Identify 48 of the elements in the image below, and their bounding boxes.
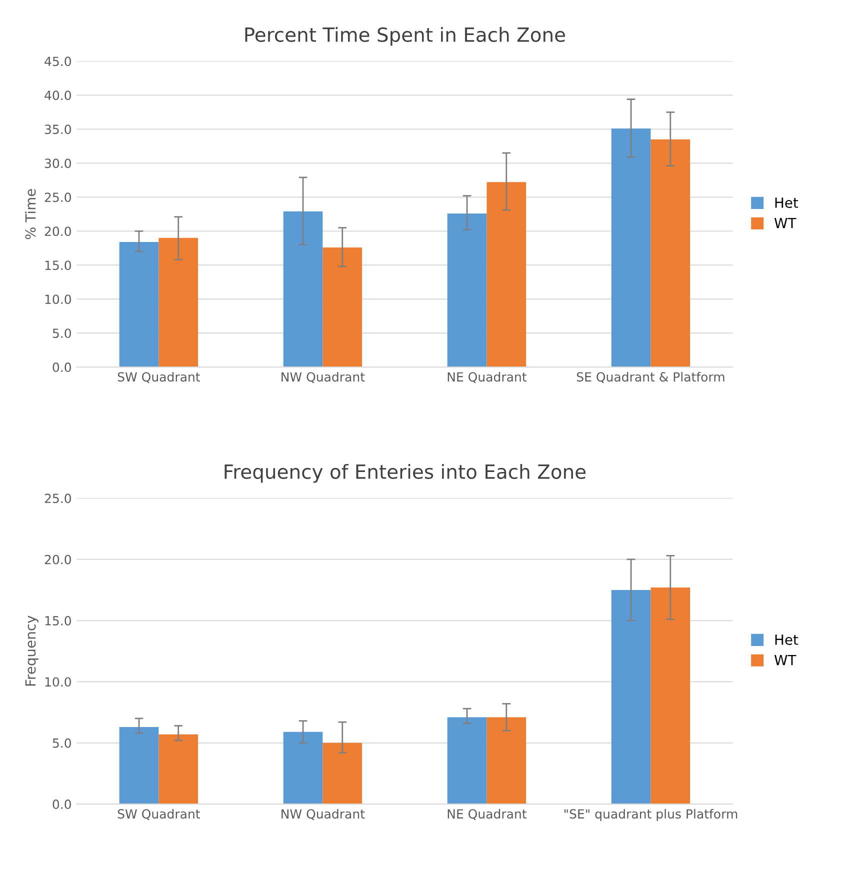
y-tick-label: 45.0 [44,56,71,66]
chart-title: Percent Time Spent in Each Zone [245,26,565,46]
y-tick-label: 20.0 [44,226,71,236]
bar [283,732,323,804]
y-tick-label: 15.0 [45,260,71,270]
bar [158,238,198,368]
y-tick-label: 0.0 [52,362,71,372]
y-axis-title: % Time [24,189,36,240]
bar [486,717,526,804]
y-tick-label: 5.0 [52,738,71,748]
y-tick-label: 40.0 [44,90,71,100]
y-axis-title: Frequency [25,616,38,686]
y-tick-label: 20.0 [44,554,71,564]
x-tick-label: NW Quadrant [282,372,365,384]
x-tick-label: NE Quadrant [448,808,527,820]
y-tick-label: 5.0 [52,328,71,338]
x-tick-label: SW Quadrant [118,372,200,384]
bar [611,128,651,368]
legend-label: Het [775,634,798,645]
y-tick-label: 15.0 [45,616,71,626]
x-tick-label: SW Quadrant [118,808,200,820]
x-tick-label: SE Quadrant & Platform [576,372,724,384]
x-tick-label: "SE" quadrant plus Platform [564,808,738,822]
y-tick-label: 0.0 [52,800,71,810]
bar [322,247,362,368]
y-tick-label: 10.0 [45,677,71,687]
bar [650,588,690,804]
bar [447,213,487,368]
y-tick-label: 25.0 [44,494,71,504]
bar [611,590,651,804]
y-tick-label: 10.0 [45,294,71,304]
legend-label: Het [775,198,798,208]
bar [650,139,690,368]
bar [283,211,323,368]
chart-title: Frequency of Enteries into Each Zone [224,464,586,483]
y-tick-label: 35.0 [44,124,71,134]
bar [322,742,362,804]
legend-label: WT [774,655,796,666]
bar [486,182,526,368]
y-tick-label: 30.0 [44,158,71,168]
bar [119,726,159,804]
bar [119,242,159,368]
y-tick-label: 25.0 [44,192,71,202]
x-tick-label: NE Quadrant [448,372,527,384]
legend-label: WT [774,218,796,228]
x-tick-label: NW Quadrant [282,808,365,820]
bar [158,734,198,804]
bar [447,717,487,804]
